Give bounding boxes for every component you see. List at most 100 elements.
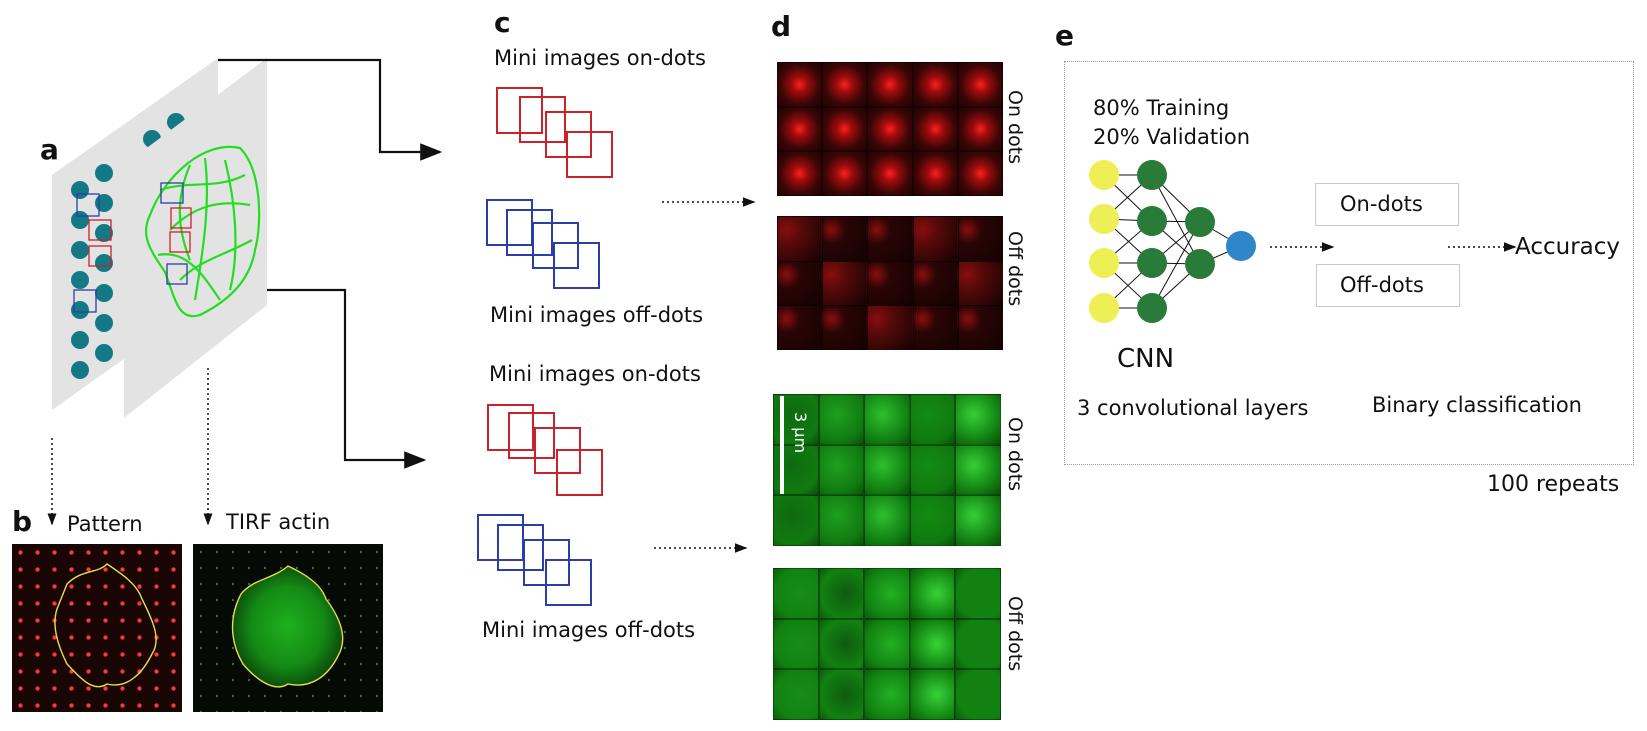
mini-image-tile — [818, 669, 865, 720]
off-dots-label: Off-dots — [1340, 273, 1424, 297]
d-green-on-dots-grid — [773, 394, 1001, 546]
d-green-off-label: Off dots — [1004, 596, 1026, 672]
mini-image-tile — [909, 618, 956, 670]
mini-image-tile — [957, 106, 1003, 152]
cnn-input-node — [1089, 248, 1119, 278]
mini-image-tile — [909, 444, 956, 496]
accuracy-label: Accuracy — [1515, 234, 1621, 260]
actin-filaments — [157, 157, 253, 301]
c-bottom-on-squares — [487, 404, 603, 496]
panel-letter-a: a — [40, 133, 59, 166]
mini-image-tile — [864, 669, 910, 720]
cnn-edge — [1151, 221, 1201, 309]
mini-image-tile — [867, 216, 913, 261]
tirf-image — [193, 544, 383, 712]
d-red-on-dots-grid — [777, 62, 1003, 196]
mini-image-tile — [773, 669, 819, 720]
off-dots-box — [1316, 264, 1460, 307]
mini-image-tile — [822, 151, 868, 196]
mini-image-tile — [864, 394, 910, 445]
panel-letter-d: d — [771, 10, 792, 43]
c-top-off-label: Mini images off-dots — [490, 303, 704, 327]
d-green-off-dots-grid — [773, 568, 1001, 720]
cnn-edge — [1151, 174, 1201, 265]
cnn-hidden-node — [1137, 206, 1167, 236]
mini-image-tile — [957, 216, 1003, 261]
mini-image-tile — [912, 260, 958, 306]
mini-image-tile — [909, 495, 956, 546]
pattern-dot — [95, 314, 113, 332]
pattern-dot — [95, 164, 113, 182]
mini-image-tile — [957, 151, 1003, 196]
scale-bar-label: 3 μm — [791, 412, 810, 454]
cnn-hidden-node — [1137, 293, 1167, 323]
mini-image-tile — [822, 260, 868, 306]
cnn-input-node — [1089, 160, 1119, 190]
mini-image-tile — [955, 444, 1001, 496]
c-bottom-off-squares — [477, 514, 592, 606]
pattern-dot — [71, 331, 89, 349]
mini-image-tile — [777, 305, 823, 350]
mini-image-tile — [864, 495, 910, 546]
repeats-label: 100 repeats — [1487, 472, 1620, 497]
mini-image-tile — [912, 106, 958, 152]
mini-image-tile — [957, 62, 1003, 107]
panel-letter-c: c — [494, 6, 511, 39]
pattern-dot — [71, 361, 89, 379]
pattern-dot — [95, 284, 113, 302]
cnn-label: CNN — [1117, 344, 1175, 374]
mini-image-tile — [912, 62, 958, 107]
cell-outline — [145, 145, 261, 318]
mini-image-tile — [867, 106, 913, 152]
e-frame — [1064, 61, 1634, 465]
mini-image-tile — [777, 260, 823, 306]
c-bottom-on-label: Mini images on-dots — [489, 362, 701, 386]
pattern-dot — [95, 344, 113, 362]
pattern-dot — [71, 241, 89, 259]
cnn-output-node — [1226, 231, 1256, 261]
tirf-label: TIRF actin — [226, 510, 331, 534]
cnn-hidden-node — [1185, 207, 1215, 237]
pattern-cell-outline — [54, 563, 157, 688]
mini-image-tile — [818, 444, 865, 496]
on-dots-box — [1315, 183, 1459, 226]
pattern-dot — [71, 181, 89, 199]
mini-image-tile — [912, 151, 958, 196]
d-green-on-label: On dots — [1004, 417, 1026, 492]
cnn-nodes — [1089, 160, 1256, 323]
pattern-dot — [71, 301, 89, 319]
panel-letter-e: e — [1055, 19, 1074, 52]
mini-image-tile — [822, 305, 868, 350]
scale-bar — [780, 396, 784, 494]
pattern-image — [12, 544, 182, 712]
mini-image-tile — [867, 62, 913, 107]
mini-image-tile — [912, 305, 958, 350]
actin-sheet — [124, 58, 267, 418]
mini-image-tile — [867, 305, 913, 350]
mini-image-tile — [955, 568, 1001, 619]
c-top-off-squares — [486, 199, 600, 289]
mini-image-tile — [912, 216, 958, 261]
mini-image-tile — [822, 216, 868, 261]
layers-label: 3 convolutional layers — [1077, 396, 1309, 420]
arrow-to-bottom-c — [267, 288, 427, 469]
pattern-dot — [95, 254, 113, 272]
binary-label: Binary classification — [1372, 393, 1582, 417]
mini-image-tile — [909, 394, 956, 445]
c-top-on-label: Mini images on-dots — [494, 46, 706, 70]
pattern-label: Pattern — [67, 512, 143, 536]
mini-image-tile — [955, 618, 1001, 670]
pattern-dot — [71, 271, 89, 289]
mini-image-tile — [777, 62, 823, 107]
mini-image-tile — [957, 260, 1003, 306]
panel-letter-b: b — [12, 505, 33, 538]
tirf-cell — [231, 565, 344, 688]
mini-image-tile — [773, 568, 819, 619]
cnn-hidden-node — [1137, 160, 1167, 190]
cnn-input-node — [1089, 293, 1119, 323]
pattern-dot — [95, 224, 113, 242]
cnn-hidden-node — [1185, 249, 1215, 279]
mini-image-tile — [777, 216, 823, 261]
c-top-on-squares — [496, 87, 613, 178]
